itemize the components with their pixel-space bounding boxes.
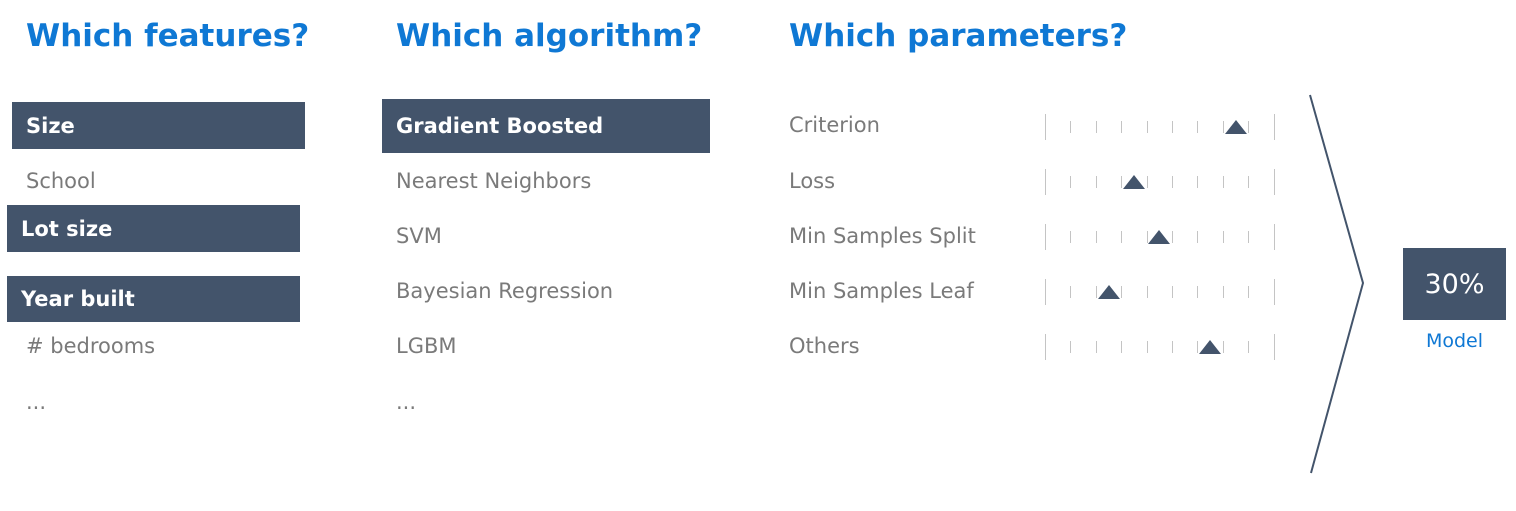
slider-tick [1096,231,1097,243]
slider-marker [1225,120,1247,134]
slider-tick [1248,231,1249,243]
slider-tick [1197,286,1198,298]
slider-tick [1070,231,1071,243]
slider-tick [1274,114,1275,140]
slider-tick [1070,341,1071,353]
parameters-heading: Which parameters? [789,18,1128,54]
slider-tick [1223,286,1224,298]
slider-tick [1045,169,1046,195]
slider-tick [1147,176,1148,188]
parameter-label-others: Others [789,334,860,358]
algorithm-item-nearest-neighbors: Nearest Neighbors [396,169,592,193]
slider-tick [1045,224,1046,250]
slider-tick [1274,224,1275,250]
slider-tick [1223,121,1224,133]
slider-tick [1172,176,1173,188]
slider-marker [1123,175,1145,189]
slider-tick [1147,341,1148,353]
slider-tick [1248,176,1249,188]
slider-tick [1248,341,1249,353]
algorithm-item-bayesian-regression: Bayesian Regression [396,279,614,303]
slider-tick [1045,334,1046,360]
feature-item-size: Size [12,102,305,149]
slider-tick [1197,121,1198,133]
slider-tick [1096,121,1097,133]
feature-item-year-built: Year built [7,276,300,322]
model-accuracy-box: 30% [1403,248,1506,320]
slider-tick [1172,121,1173,133]
slider-tick [1172,341,1173,353]
parameter-slider-criterion [1040,114,1280,140]
parameter-label-min-samples-split: Min Samples Split [789,224,976,248]
algorithm-heading: Which algorithm? [396,18,703,54]
slider-tick [1274,169,1275,195]
slider-tick [1223,231,1224,243]
chevron-arrow [1309,94,1365,474]
slider-tick [1070,286,1071,298]
slider-tick [1070,176,1071,188]
slider-tick [1121,176,1122,188]
slider-tick [1121,341,1122,353]
slider-tick [1248,121,1249,133]
slider-tick [1223,176,1224,188]
slider-tick [1274,279,1275,305]
slider-tick [1223,341,1224,353]
parameter-slider-min-samples-leaf [1040,279,1280,305]
slider-marker [1098,285,1120,299]
slider-tick [1045,279,1046,305]
feature-item-more: ... [26,390,47,414]
parameter-slider-loss [1040,169,1280,195]
algorithm-item-more: ... [396,390,417,414]
algorithm-item-svm: SVM [396,224,442,248]
parameter-label-criterion: Criterion [789,113,880,137]
feature-item-lot-size: Lot size [7,205,300,252]
slider-tick [1197,231,1198,243]
slider-tick [1248,286,1249,298]
slider-marker [1148,230,1170,244]
slider-tick [1121,231,1122,243]
algorithm-item-lgbm: LGBM [396,334,457,358]
parameter-label-loss: Loss [789,169,836,193]
slider-tick [1070,121,1071,133]
slider-tick [1096,286,1097,298]
slider-tick [1147,121,1148,133]
parameter-slider-others [1040,334,1280,360]
slider-tick [1172,286,1173,298]
slider-tick [1197,176,1198,188]
slider-tick [1121,286,1122,298]
slider-tick [1197,341,1198,353]
model-label: Model [1425,330,1484,352]
parameter-label-min-samples-leaf: Min Samples Leaf [789,279,974,303]
slider-tick [1147,286,1148,298]
feature-item-bedrooms: # bedrooms [26,334,156,358]
slider-tick [1147,231,1148,243]
features-heading: Which features? [26,18,310,54]
slider-tick [1045,114,1046,140]
algorithm-item-gradient-boosted: Gradient Boosted [382,99,710,153]
parameter-slider-min-samples-split [1040,224,1280,250]
feature-item-school: School [26,169,96,193]
slider-tick [1172,231,1173,243]
slider-tick [1096,176,1097,188]
slider-marker [1199,340,1221,354]
slider-tick [1096,341,1097,353]
slider-tick [1274,334,1275,360]
slider-tick [1121,121,1122,133]
